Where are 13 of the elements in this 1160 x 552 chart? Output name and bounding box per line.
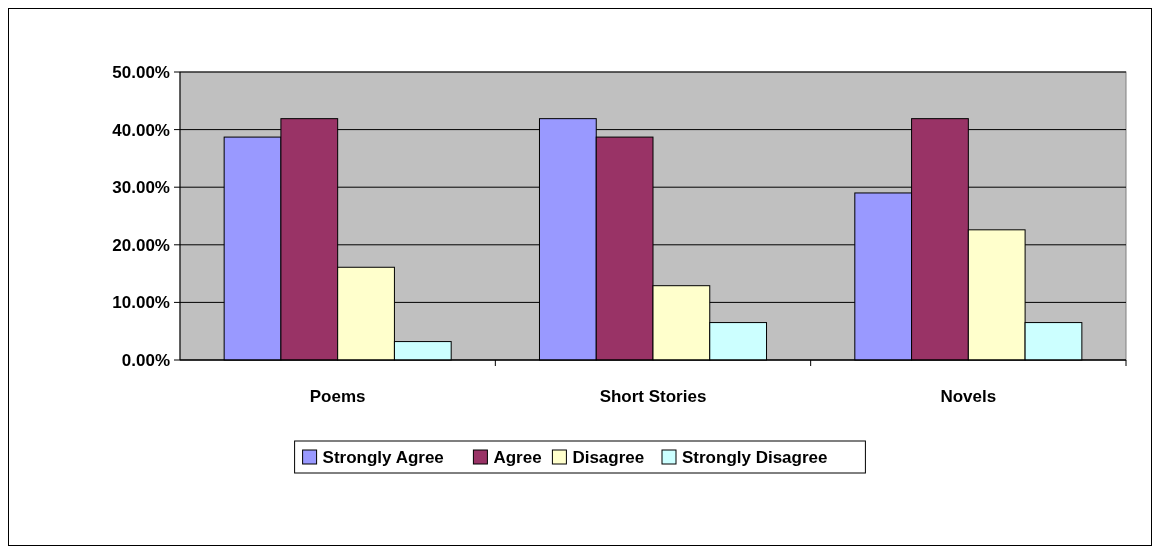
legend-label: Disagree <box>572 447 645 467</box>
x-tick-label: Short Stories <box>599 387 707 406</box>
y-tick-label: 50.00% <box>112 62 170 82</box>
x-tick-label: Poems <box>309 387 366 406</box>
y-tick-label: 0.00% <box>121 350 170 370</box>
y-tick-label: 40.00% <box>112 120 170 140</box>
legend-label: Agree <box>493 447 542 467</box>
legend-label: Strongly Disagree <box>682 447 828 467</box>
y-tick-label: 10.00% <box>112 293 170 313</box>
y-tick-label: 30.00% <box>112 178 170 198</box>
y-tick-label: 20.00% <box>112 235 170 255</box>
x-tick-label: Novels <box>940 387 997 406</box>
legend-label: Strongly Agree <box>322 447 444 467</box>
